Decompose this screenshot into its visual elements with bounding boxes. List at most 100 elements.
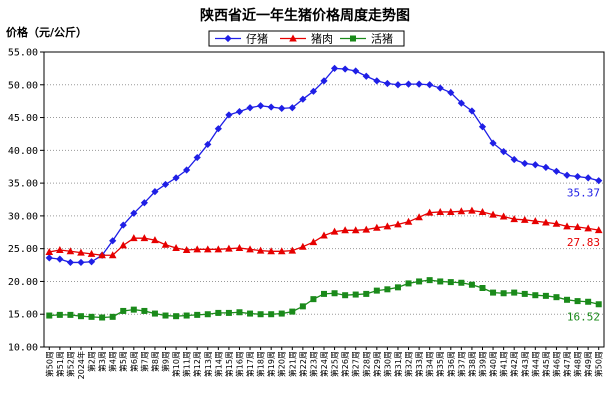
data-point [235,244,244,252]
data-point [183,166,191,174]
x-tick-label: 第17周 [245,351,255,377]
data-point [225,111,233,119]
data-point [489,139,497,147]
data-point [321,290,327,297]
data-point [109,237,117,245]
data-point [373,77,381,85]
data-point [246,245,254,253]
data-point [362,72,370,80]
data-point [119,241,128,249]
x-tick-label: 第8周 [150,351,160,372]
data-point [203,245,212,253]
data-point [531,217,540,225]
x-axis-ticks: 第50周 第51周 第52周 2024年 第2周 第3周 第4周 第5周 第6周 第7周 第8周 第9… [44,347,604,379]
x-tick-label: 第32周 [404,351,414,377]
data-point [215,309,222,316]
x-tick-label: 第3周 [97,351,107,372]
data-point [77,248,85,256]
data-point [468,107,476,115]
data-point [56,255,64,263]
data-point [457,207,466,215]
data-point [130,234,138,242]
data-point [520,215,529,223]
data-point [330,64,339,72]
x-tick-label: 第18周 [256,351,266,377]
x-tick-label: 第23周 [308,351,318,377]
data-point [383,79,391,88]
data-point [268,311,275,318]
data-point [56,245,64,253]
y-tick-label: 40.00 [8,146,38,157]
data-point [130,306,137,313]
data-point [193,245,202,253]
x-tick-label: 第31周 [393,351,403,377]
data-point [331,290,338,297]
x-tick-label: 第52周 [65,351,75,377]
data-point [468,281,475,288]
data-point [426,277,433,284]
end-value-label: 35.37 [567,187,600,200]
data-point [193,153,201,162]
data-point [436,207,445,215]
end-value-labels: 35.37 27.83 16.52 [567,187,600,324]
data-point [521,290,528,297]
data-point [426,81,434,89]
data-point [404,80,413,88]
y-tick-label: 30.00 [8,211,38,222]
data-point [162,312,169,319]
data-point [542,292,549,299]
x-tick-label: 第48周 [573,351,583,377]
data-point [140,199,148,207]
data-point [531,161,539,169]
data-point [404,217,413,225]
data-point [278,310,285,317]
legend-marker [224,34,232,43]
data-point [510,215,518,223]
x-tick-label: 第37周 [456,351,466,377]
data-point [267,103,275,111]
data-point [415,80,423,88]
data-point [425,208,434,216]
x-tick-label: 第30周 [382,351,392,377]
plot-area [45,64,603,321]
data-point [67,311,74,318]
data-point [351,226,360,234]
data-point [120,307,127,314]
data-point [394,284,401,291]
legend-box [208,30,405,47]
x-tick-label: 第14周 [213,351,223,377]
end-value-label: 16.52 [567,310,600,323]
data-point [457,99,465,107]
data-point [172,174,180,182]
data-point [595,177,603,185]
x-tick-label: 第46周 [551,351,561,377]
data-point [99,314,106,321]
legend-label: 活猪 [371,33,393,46]
data-point [172,244,180,252]
x-tick-label: 第33周 [414,351,424,377]
data-point [447,279,454,286]
y-tick-label: 25.00 [8,244,38,255]
data-point [108,251,117,259]
x-tick-label: 第7周 [139,351,149,372]
data-point [46,312,53,319]
data-point [446,207,455,215]
x-tick-label: 第9周 [161,351,171,372]
data-point [151,236,159,244]
data-point [161,180,170,189]
y-axis-label: 价格（元/公斤） [6,25,87,39]
x-tick-label: 第35周 [435,351,445,377]
data-point [194,311,201,318]
x-tick-label: 第24周 [319,351,329,377]
x-tick-label: 第19周 [266,351,276,377]
x-tick-label: 第25周 [330,351,340,377]
data-point [564,296,571,303]
data-point [342,292,349,299]
y-tick-label: 15.00 [8,310,38,321]
data-point [182,245,191,253]
data-point [277,247,286,255]
data-point [309,87,318,95]
data-point [66,247,75,255]
